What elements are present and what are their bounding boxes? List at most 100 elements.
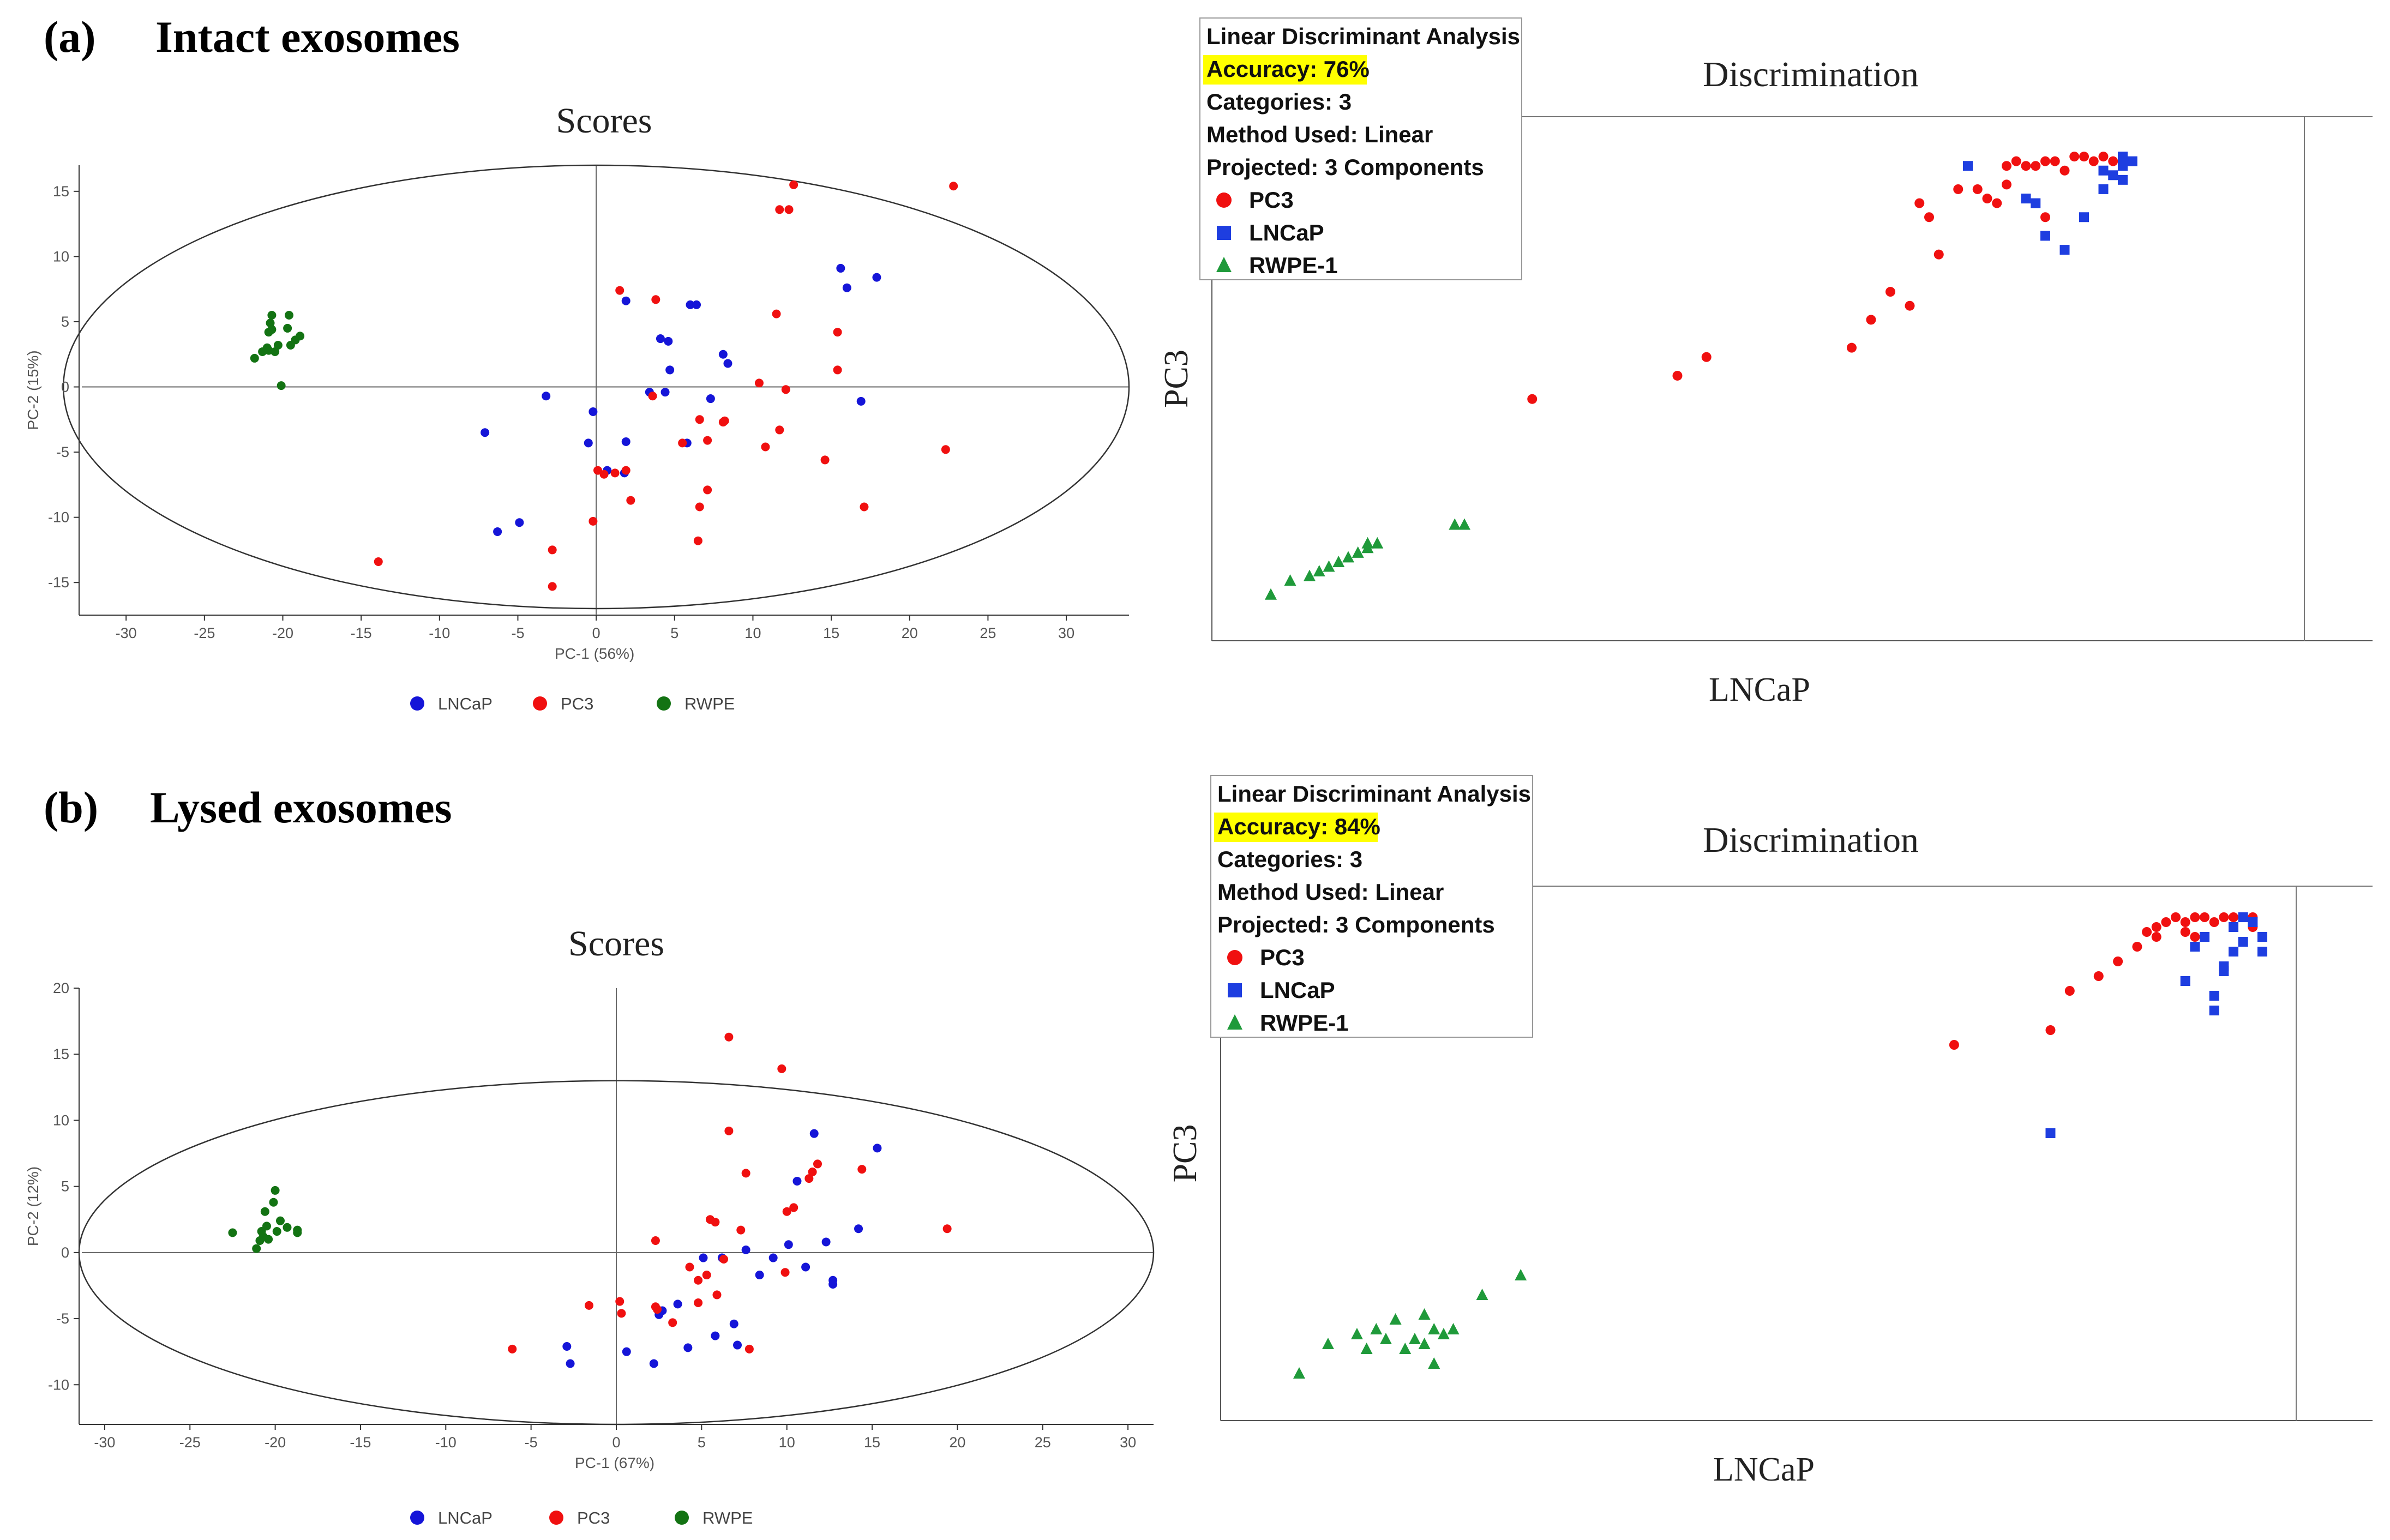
x-axis-label: LNCaP — [1709, 671, 1810, 708]
score-point-pc3 — [374, 557, 383, 566]
lda-point-pc3 — [1672, 370, 1683, 381]
lda-point-pc3 — [1992, 198, 2002, 208]
panel-b-title: Lysed exosomes — [150, 783, 452, 832]
x-tick-label: -5 — [511, 625, 524, 641]
x-tick-label: 0 — [592, 625, 600, 641]
legend-marker-rwpe1 — [1216, 257, 1232, 272]
lda-point-pc3 — [2011, 156, 2021, 166]
y-axis-label: PC-2 (15%) — [25, 350, 41, 430]
score-point-pc3 — [589, 516, 598, 526]
score-point-pc3 — [784, 205, 794, 214]
lda-point-rwpe1 — [1350, 1328, 1363, 1339]
score-point-pc3 — [772, 309, 781, 318]
lda-point-rwpe1 — [1360, 1343, 1373, 1354]
lda-point-rwpe1 — [1371, 537, 1384, 549]
score-point-pc3 — [860, 502, 869, 512]
lda-point-lncap — [2059, 245, 2070, 255]
score-point-pc3 — [651, 1236, 660, 1246]
score-point-pc3 — [942, 1224, 952, 1234]
score-point-rwpe — [269, 1198, 278, 1207]
score-point-rwpe — [285, 311, 293, 320]
score-point-pc3 — [610, 468, 620, 478]
score-point-rwpe — [283, 323, 292, 333]
lda-point-rwpe1 — [1476, 1289, 1488, 1300]
score-point-pc3 — [741, 1169, 750, 1178]
panel-a-title: Intact exosomes — [155, 12, 460, 62]
score-point-lncap — [718, 350, 728, 359]
lda-point-rwpe1 — [1342, 551, 1354, 563]
y-tick-label: -5 — [56, 444, 69, 460]
score-point-pc3 — [615, 286, 624, 295]
score-point-pc3 — [615, 1297, 624, 1306]
lda-point-lncap — [2257, 947, 2267, 957]
score-point-lncap — [873, 1144, 882, 1153]
legend-marker-rwpe1 — [1227, 1014, 1242, 1030]
score-point-lncap — [872, 273, 881, 282]
x-tick-label: -20 — [265, 1434, 286, 1451]
lda-point-pc3 — [2069, 152, 2080, 162]
score-point-pc3 — [668, 1318, 677, 1327]
lda-point-lncap — [2229, 922, 2239, 932]
score-point-pc3 — [833, 328, 842, 337]
chart-title: Scores — [568, 924, 664, 964]
score-point-pc3 — [648, 392, 657, 401]
legend-label: RWPE — [684, 694, 735, 713]
lda-point-lncap — [2257, 932, 2267, 942]
legend-marker-pc3 — [1216, 192, 1232, 208]
score-point-pc3 — [724, 1126, 734, 1135]
lda-point-pc3 — [2200, 912, 2210, 922]
lda-point-lncap — [2108, 170, 2118, 181]
score-point-lncap — [621, 296, 630, 305]
legend-marker-pc3 — [1227, 950, 1242, 965]
score-point-pc3 — [593, 466, 603, 475]
score-point-pc3 — [508, 1344, 517, 1353]
lda-point-pc3 — [2151, 932, 2161, 942]
score-point-pc3 — [702, 1271, 711, 1280]
score-point-pc3 — [711, 1218, 720, 1227]
score-point-lncap — [621, 437, 630, 446]
lda-plot-lysed: Discrimination LNCaP PC3 Linear Discriminan… — [1167, 775, 2373, 1488]
score-point-lncap — [854, 1224, 863, 1234]
lda-point-pc3 — [1847, 342, 1857, 353]
y-tick-label: 5 — [61, 314, 69, 330]
lda-point-pc3 — [2002, 179, 2011, 190]
chart-title: Discrimination — [1703, 55, 1919, 94]
score-point-lncap — [481, 428, 490, 437]
score-point-pc3 — [857, 1165, 867, 1174]
lda-point-lncap — [2127, 156, 2137, 166]
lda-point-rwpe1 — [1418, 1308, 1431, 1320]
info-line: Categories: 3 — [1217, 846, 1362, 872]
score-point-lncap — [828, 1280, 838, 1289]
legend-label: RWPE-1 — [1249, 252, 1338, 278]
x-tick-label: -15 — [350, 1434, 371, 1451]
lda-point-rwpe1 — [1389, 1313, 1402, 1325]
x-tick-label: -25 — [179, 1434, 201, 1451]
lda-point-pc3 — [2113, 957, 2123, 966]
x-tick-label: 30 — [1120, 1434, 1136, 1451]
score-point-pc3 — [724, 1032, 734, 1042]
lda-point-lncap — [2209, 991, 2219, 1001]
score-point-lncap — [589, 407, 598, 416]
score-point-rwpe — [260, 1207, 269, 1216]
lda-point-rwpe1 — [1284, 574, 1296, 586]
legend-label: LNCaP — [438, 694, 493, 713]
score-point-pc3 — [694, 1298, 703, 1307]
score-point-pc3 — [694, 1276, 703, 1285]
lda-point-rwpe1 — [1428, 1357, 1440, 1369]
x-tick-label: -15 — [351, 625, 372, 641]
score-point-lncap — [649, 1359, 658, 1368]
confidence-ellipse — [63, 164, 1130, 610]
legend-label: RWPE — [702, 1508, 753, 1527]
legend-label: LNCaP — [1260, 977, 1335, 1003]
lda-point-pc3 — [1885, 287, 1895, 297]
lda-point-rwpe1 — [1428, 1323, 1440, 1334]
score-point-pc3 — [703, 436, 712, 445]
score-point-lncap — [741, 1246, 750, 1254]
lda-point-rwpe1 — [1265, 588, 1277, 600]
y-axis-label: PC3 — [1158, 350, 1195, 408]
lda-point-pc3 — [2171, 912, 2181, 922]
panel-b-label: (b) — [44, 783, 98, 832]
lda-point-pc3 — [1914, 198, 1925, 208]
lda-point-lncap — [2200, 932, 2210, 942]
score-point-lncap — [664, 336, 673, 346]
